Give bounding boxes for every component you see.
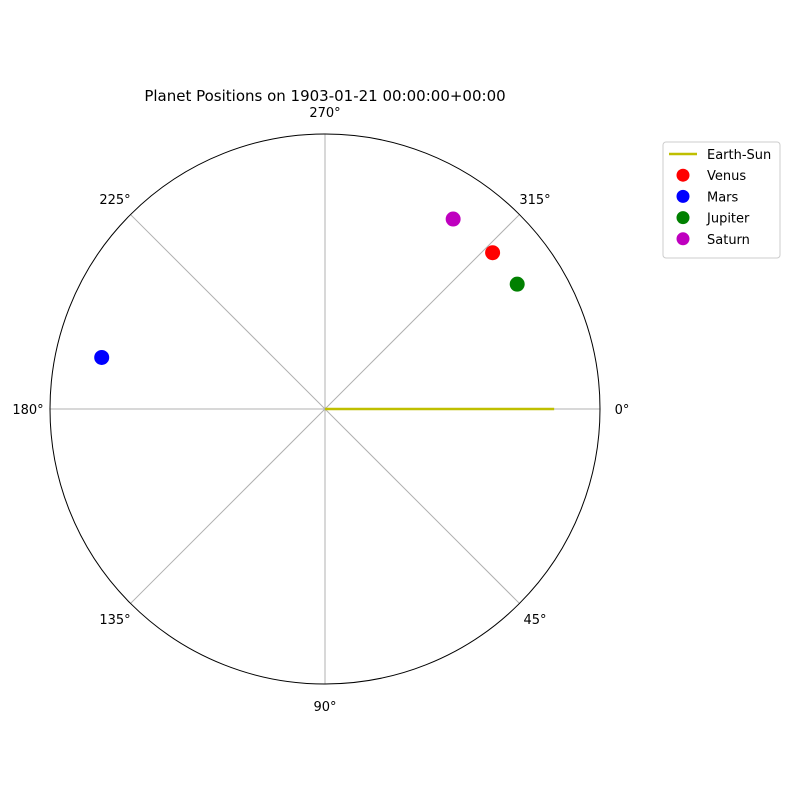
angle-tick-labels: 0° 45° 90° 135° 180° 225° 270° 315°	[12, 106, 629, 715]
legend-frame	[662, 141, 781, 259]
grid-spoke-225	[130, 214, 326, 410]
data-series	[94, 211, 555, 411]
legend-label-earth-sun: Earth-Sun	[707, 148, 771, 163]
legend: Earth-Sun Venus Mars Jupiter Saturn	[662, 141, 781, 259]
legend-swatch-mars	[676, 189, 690, 203]
legend-swatch-jupiter	[676, 211, 690, 225]
grid-spoke-135	[130, 408, 326, 604]
angle-tick-label-225: 225°	[99, 193, 130, 208]
angle-tick-label-90: 90°	[313, 700, 336, 715]
legend-label-venus: Venus	[707, 169, 746, 184]
legend-label-saturn: Saturn	[707, 233, 750, 248]
legend-swatch-venus	[676, 168, 690, 182]
legend-label-mars: Mars	[707, 190, 739, 205]
legend-swatch-saturn	[676, 232, 690, 246]
angle-tick-label-270: 270°	[309, 106, 340, 121]
angle-tick-label-180: 180°	[12, 403, 43, 418]
point-jupiter	[509, 276, 525, 292]
polar-frame	[49, 133, 601, 685]
angle-tick-label-45: 45°	[523, 613, 546, 628]
grid-spoke-315	[324, 214, 520, 410]
angle-tick-label-315: 315°	[519, 193, 550, 208]
angle-tick-label-0: 0°	[615, 403, 630, 418]
point-saturn	[445, 211, 461, 227]
angle-tick-label-135: 135°	[99, 613, 130, 628]
grid	[50, 134, 600, 684]
chart-title: Planet Positions on 1903-01-21 00:00:00+…	[144, 87, 505, 105]
point-venus	[485, 245, 501, 261]
legend-label-jupiter: Jupiter	[706, 212, 750, 227]
point-mars	[94, 349, 110, 365]
grid-spoke-45	[324, 408, 520, 604]
